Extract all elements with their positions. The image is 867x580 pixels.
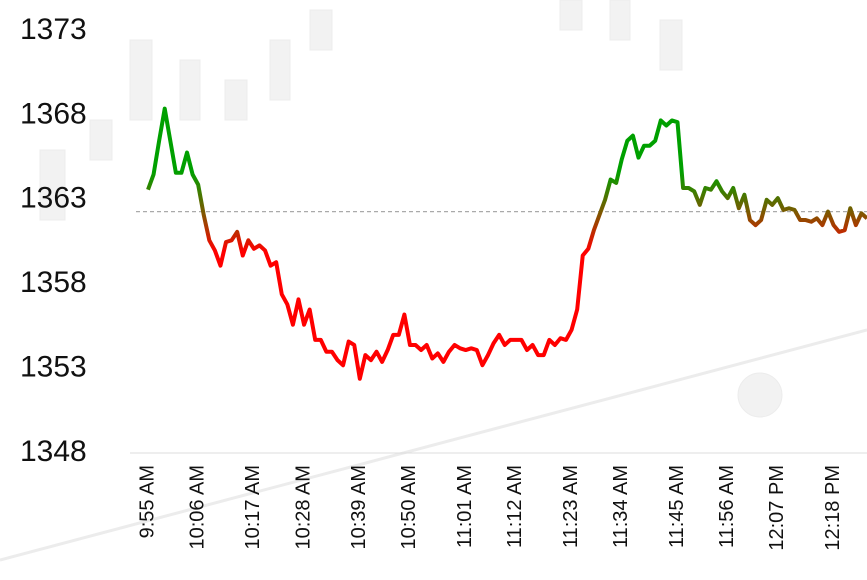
chart: 1348 1353 1358 1363 1368 1373 9:55 AM 10:06 AM 1… — [0, 0, 867, 580]
x-tick-label: 11:34 AM — [610, 465, 632, 548]
x-tick-label: 11:56 AM — [716, 465, 738, 548]
x-tick-label: 11:12 AM — [504, 465, 526, 548]
x-tick-label: 10:06 AM — [186, 465, 208, 550]
x-tick-label: 11:23 AM — [560, 465, 582, 548]
x-tick-label: 10:39 AM — [348, 465, 370, 550]
x-tick-label: 12:18 PM — [822, 465, 844, 551]
y-tick-label: 1373 — [20, 13, 87, 46]
x-tick-label: 10:28 AM — [292, 465, 314, 550]
y-tick-label: 1368 — [20, 97, 87, 130]
x-tick-label: 11:01 AM — [454, 465, 476, 548]
x-tick-label: 10:17 AM — [242, 465, 264, 550]
y-tick-label: 1348 — [20, 435, 87, 468]
y-tick-label: 1363 — [20, 182, 87, 215]
price-line — [148, 109, 867, 379]
y-tick-label: 1353 — [20, 351, 87, 384]
x-tick-label: 10:50 AM — [398, 465, 420, 550]
x-tick-label: 9:55 AM — [136, 465, 158, 538]
y-tick-label: 1358 — [20, 266, 87, 299]
x-tick-label: 11:45 AM — [666, 465, 688, 548]
x-tick-label: 12:07 PM — [766, 465, 788, 551]
